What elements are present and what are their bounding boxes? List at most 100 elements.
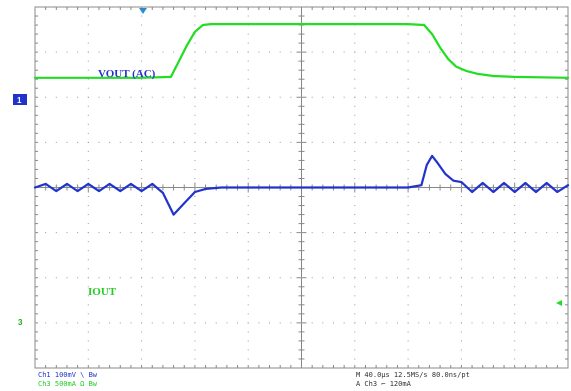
graticule-dot [514, 232, 516, 234]
graticule-dot [141, 168, 143, 170]
ch3-marker-label: 3 [18, 318, 23, 327]
graticule-dot [567, 277, 569, 279]
graticule-dot [77, 232, 79, 234]
graticule-dot [247, 196, 249, 198]
graticule-dot [514, 87, 516, 89]
data-point-iout [407, 23, 409, 25]
graticule-dot [34, 232, 36, 234]
graticule-dot [354, 358, 356, 360]
graticule-dot [141, 24, 143, 26]
data-point-vout [545, 182, 548, 184]
graticule-dot [87, 187, 89, 188]
graticule-dot [141, 42, 143, 44]
graticule-dot [514, 205, 516, 207]
graticule-dot [141, 304, 143, 306]
graticule-dot [354, 268, 356, 270]
graticule-dot [87, 114, 89, 116]
graticule-dot [535, 141, 537, 143]
graticule-dot [87, 132, 89, 134]
graticule-dot [55, 277, 57, 279]
graticule-dot [247, 15, 249, 17]
graticule-dot [407, 15, 409, 17]
graticule-dot [514, 24, 516, 26]
graticule-dot [87, 223, 89, 225]
graticule-dot [290, 322, 292, 324]
graticule-dot [194, 123, 196, 125]
graticule-dot [258, 277, 260, 279]
graticule-dot [194, 223, 196, 225]
data-point-vout [194, 191, 196, 193]
graticule-dot [119, 232, 121, 234]
graticule-dot [556, 277, 558, 279]
graticule-dot [514, 96, 516, 98]
graticule-dot [215, 322, 217, 324]
graticule-dot [535, 96, 537, 98]
graticule-dot [364, 51, 366, 53]
iout-label: IOUT [88, 286, 117, 298]
graticule-dot [215, 232, 217, 234]
graticule-dot [247, 349, 249, 351]
graticule-dot [45, 322, 47, 324]
graticule-dot [226, 232, 228, 234]
graticule-dot [364, 277, 366, 279]
graticule-dot [460, 223, 462, 225]
graticule-dot [546, 277, 548, 279]
graticule-dot [87, 268, 89, 270]
graticule-dot [247, 340, 249, 342]
ch1-marker-label: 1 [17, 96, 22, 105]
graticule-dot [87, 168, 89, 170]
graticule-dot [407, 286, 409, 288]
graticule-dot [567, 322, 569, 324]
graticule-dot [556, 51, 558, 53]
graticule-dot [322, 322, 324, 324]
graticule-dot [450, 51, 452, 53]
graticule-dot [301, 232, 302, 234]
graticule-dot [514, 69, 516, 71]
graticule-dot [226, 51, 228, 53]
trigger-level-marker [556, 300, 562, 306]
graticule-dot [194, 313, 196, 315]
graticule-dot [482, 51, 484, 53]
graticule-dot [87, 177, 89, 179]
graticule-dot [66, 51, 68, 53]
graticule-dot [354, 141, 356, 143]
graticule-dot [407, 123, 409, 125]
graticule-dot [119, 96, 121, 98]
graticule-dot [556, 322, 558, 324]
graticule-dot [407, 6, 409, 8]
graticule-dot [407, 159, 409, 161]
graticule-dot [556, 96, 558, 98]
data-point-vout [220, 186, 223, 189]
graticule-dot [386, 96, 388, 98]
graticule-dot [546, 141, 548, 143]
graticule-dot [258, 96, 260, 98]
graticule-dot [471, 141, 473, 143]
graticule-dot [34, 277, 36, 279]
graticule [34, 6, 569, 369]
graticule-dot [460, 295, 462, 297]
graticule-dot [567, 141, 569, 143]
graticule-dot [87, 322, 89, 324]
data-point-vout [55, 190, 58, 193]
data-point-iout [194, 30, 196, 33]
graticule-dot [215, 277, 217, 279]
graticule-dot [194, 196, 196, 198]
graticule-dot [269, 277, 271, 279]
graticule-dot [194, 187, 196, 188]
graticule-dot [375, 232, 377, 234]
graticule-dot [450, 96, 452, 98]
graticule-dot [460, 150, 462, 152]
graticule-dot [194, 340, 196, 342]
graticule-dot [226, 141, 228, 143]
graticule-dot [162, 277, 164, 279]
graticule-dot [151, 51, 153, 53]
graticule-dot [428, 322, 430, 324]
graticule-dot [194, 349, 196, 351]
graticule-dot [354, 322, 356, 324]
graticule-dot [354, 150, 356, 152]
graticule-dot [514, 51, 516, 53]
graticule-dot [343, 322, 345, 324]
graticule-dot [514, 367, 516, 369]
graticule-dot [514, 331, 516, 333]
ch3-settings-readout: Ch3 500mA Ω Bw [38, 380, 98, 388]
